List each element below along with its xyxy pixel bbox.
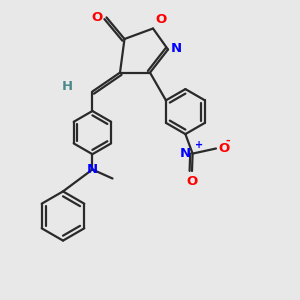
Circle shape — [107, 173, 118, 184]
Text: O: O — [92, 11, 103, 24]
Text: -: - — [225, 136, 230, 146]
Text: O: O — [186, 175, 198, 188]
Circle shape — [119, 34, 130, 44]
Circle shape — [163, 44, 173, 55]
Circle shape — [148, 23, 158, 34]
Circle shape — [115, 67, 125, 78]
Circle shape — [87, 106, 98, 116]
Circle shape — [187, 148, 198, 159]
Circle shape — [180, 129, 191, 140]
Text: H: H — [61, 80, 73, 93]
Text: N: N — [171, 42, 182, 55]
Circle shape — [145, 67, 155, 78]
Text: N: N — [87, 163, 98, 176]
Circle shape — [87, 149, 98, 160]
Circle shape — [160, 95, 171, 106]
Text: O: O — [218, 142, 230, 155]
Text: N: N — [180, 147, 191, 160]
Text: O: O — [155, 13, 167, 26]
Text: +: + — [195, 140, 203, 150]
Circle shape — [87, 86, 98, 97]
Circle shape — [87, 164, 98, 175]
